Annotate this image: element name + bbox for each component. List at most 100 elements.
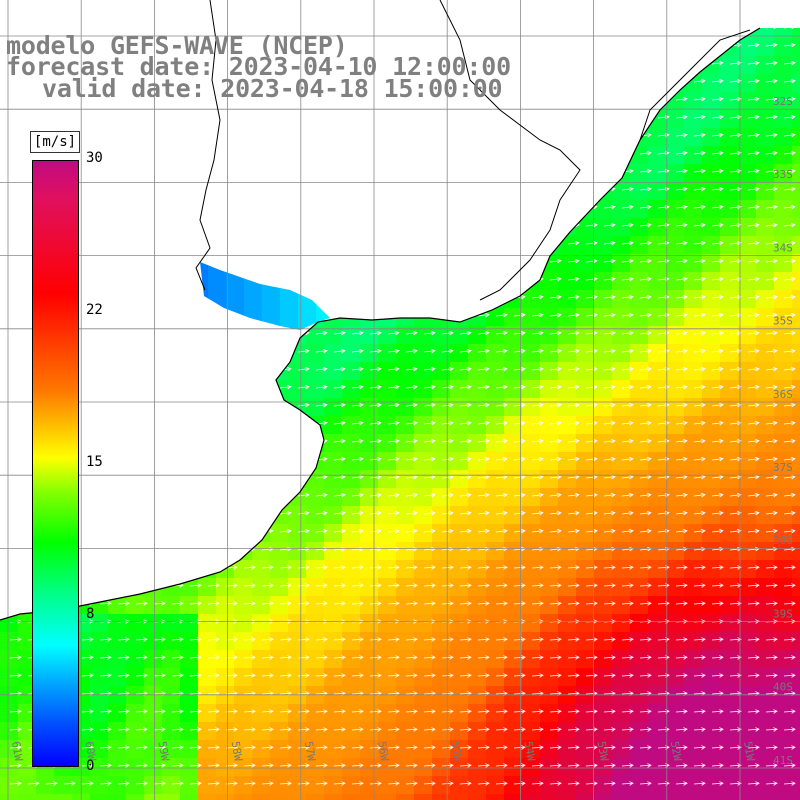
wind-arrow	[81, 637, 94, 642]
wind-arrow	[765, 330, 778, 336]
wind-arrow	[315, 637, 328, 642]
wind-arrow	[387, 402, 400, 408]
wind-arrow	[675, 420, 688, 426]
wind-arrow	[585, 456, 598, 462]
wind-arrow	[585, 492, 598, 498]
wind-arrow	[567, 420, 580, 426]
wind-arrow	[639, 637, 652, 642]
wind-arrow	[783, 492, 796, 498]
wind-arrow	[693, 312, 706, 318]
wind-arrow	[189, 637, 202, 642]
wind-arrow	[387, 420, 400, 426]
wind-arrow	[513, 492, 526, 498]
wind-arrow	[585, 366, 598, 372]
wind-arrow	[477, 420, 490, 426]
wind-arrow	[729, 402, 742, 408]
wind-arrow	[243, 727, 256, 732]
wind-arrow	[477, 330, 490, 336]
wind-arrow	[387, 565, 400, 570]
wind-arrow	[243, 745, 256, 750]
wind-arrow	[549, 438, 562, 444]
wind-arrow	[711, 258, 724, 264]
wind-arrow	[711, 474, 724, 480]
wind-arrow	[711, 168, 724, 174]
wind-arrow	[567, 583, 580, 588]
wind-arrow	[621, 474, 634, 480]
wind-arrow	[189, 727, 202, 732]
wind-arrow	[783, 330, 796, 336]
wind-arrow	[585, 258, 598, 264]
wind-arrow	[9, 727, 22, 732]
wind-arrow	[603, 583, 616, 588]
wind-arrow	[765, 28, 778, 30]
wind-arrow	[477, 384, 490, 390]
latitude-label: 32S	[773, 95, 793, 108]
wind-arrow	[621, 528, 634, 534]
wind-arrow	[459, 438, 472, 444]
wind-arrow	[477, 474, 490, 480]
wind-arrow	[639, 709, 652, 714]
wind-arrow	[405, 492, 418, 498]
wind-arrow	[369, 474, 382, 480]
wind-arrow	[711, 222, 724, 228]
wind-arrow	[387, 456, 400, 462]
wind-arrow	[315, 492, 328, 498]
wind-arrow	[495, 583, 508, 588]
wind-arrow	[477, 727, 490, 732]
wind-arrow	[693, 565, 706, 570]
wind-arrow	[711, 330, 724, 336]
wind-arrow	[783, 565, 796, 570]
wind-arrow	[567, 763, 580, 768]
wind-arrow	[423, 727, 436, 732]
wind-arrow	[765, 96, 778, 102]
wind-arrow	[693, 96, 706, 102]
wind-arrow	[567, 384, 580, 390]
wind-arrow	[639, 366, 652, 372]
wind-arrow	[495, 565, 508, 570]
wind-arrow	[549, 673, 562, 678]
wind-arrow	[711, 114, 724, 120]
wind-arrow	[315, 781, 328, 786]
wind-arrow	[603, 276, 616, 282]
wind-arrow	[351, 456, 364, 462]
wind-arrow	[333, 763, 346, 768]
wind-arrow	[765, 168, 778, 174]
wind-arrow	[81, 745, 94, 750]
wind-arrow	[603, 763, 616, 768]
wind-arrow	[333, 601, 346, 606]
wind-arrow	[531, 492, 544, 498]
wind-arrow	[711, 240, 724, 246]
wind-arrow	[747, 528, 760, 534]
wind-arrow	[297, 763, 310, 768]
wind-arrow	[513, 745, 526, 750]
wind-arrow	[747, 114, 760, 120]
wind-arrow	[495, 384, 508, 390]
wind-arrow	[729, 276, 742, 282]
wind-arrow	[153, 763, 166, 768]
wind-arrow	[729, 528, 742, 534]
wind-arrow	[423, 330, 436, 336]
wind-arrow	[783, 474, 796, 480]
wind-arrow	[711, 637, 724, 642]
wind-arrow	[603, 510, 616, 516]
wind-arrow	[621, 763, 634, 768]
wind-arrow	[423, 637, 436, 642]
wind-arrow	[495, 655, 508, 660]
wind-arrow	[711, 150, 724, 156]
wind-arrow	[765, 222, 778, 228]
wind-arrow	[315, 745, 328, 750]
wind-arrow	[459, 366, 472, 372]
wind-arrow	[423, 510, 436, 516]
wind-arrow	[693, 510, 706, 516]
wind-arrow	[495, 474, 508, 480]
wind-arrow	[675, 492, 688, 498]
wind-arrow	[495, 763, 508, 768]
wind-arrow	[693, 456, 706, 462]
wind-arrow	[297, 583, 310, 588]
wind-arrow	[135, 673, 148, 678]
wind-arrow	[369, 348, 382, 354]
wind-arrow	[675, 168, 688, 174]
wind-arrow	[729, 60, 742, 66]
wind-arrow	[243, 583, 256, 588]
wind-arrow	[549, 709, 562, 714]
